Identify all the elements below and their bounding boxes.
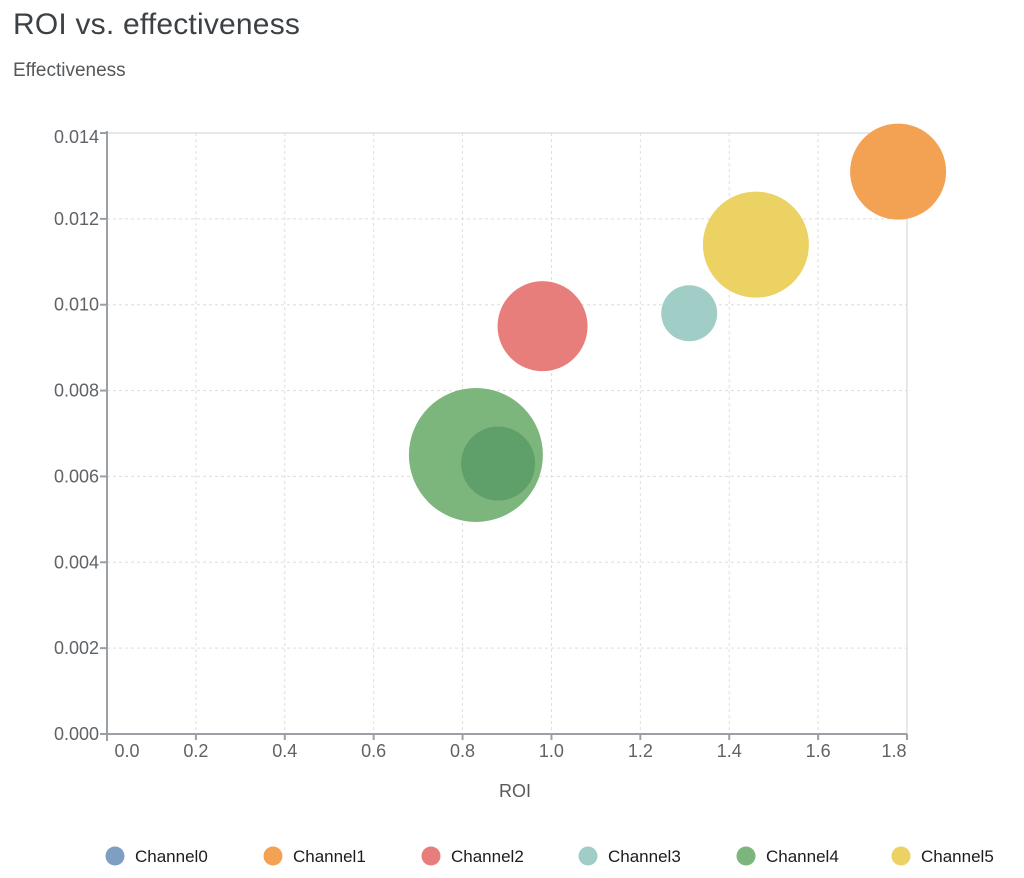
y-tick-label: 0.012 [54,209,99,229]
legend-label-channel3[interactable]: Channel3 [608,847,681,866]
x-tick-label: 0.6 [361,741,386,761]
x-tick-label: 0.0 [114,741,139,761]
legend-label-channel1[interactable]: Channel1 [293,847,366,866]
legend-label-channel5[interactable]: Channel5 [921,847,994,866]
y-tick-label: 0.008 [54,381,99,401]
y-axis-title: Effectiveness [13,60,126,81]
legend-swatch-channel5[interactable] [891,846,911,866]
x-tick-label: 1.6 [806,741,831,761]
legend-swatch-channel4[interactable] [736,846,756,866]
y-tick-label: 0.010 [54,295,99,315]
legend-swatch-channel3[interactable] [578,846,598,866]
bubble-overlap-channel0-channel4[interactable] [461,426,536,501]
x-tick-label: 1.2 [628,741,653,761]
legend-swatch-channel0[interactable] [105,846,125,866]
x-tick-label: 1.4 [717,741,742,761]
legend-label-channel4[interactable]: Channel4 [766,847,839,866]
chart-title: ROI vs. effectiveness [13,8,301,41]
legend-label-channel2[interactable]: Channel2 [451,847,524,866]
y-tick-label: 0.000 [54,724,99,744]
x-tick-label: 1.8 [881,741,906,761]
bubble-channel1[interactable] [850,123,947,220]
bubble-channel2[interactable] [497,281,588,372]
y-tick-label: 0.004 [54,552,99,572]
x-tick-label: 0.2 [183,741,208,761]
x-tick-label: 0.8 [450,741,475,761]
legend-swatch-channel1[interactable] [263,846,283,866]
bubble-channel3[interactable] [661,285,718,342]
x-tick-label: 0.4 [272,741,297,761]
y-tick-label: 0.014 [54,127,99,147]
bubble-channel5[interactable] [702,191,809,298]
y-tick-label: 0.002 [54,638,99,658]
legend-label-channel0[interactable]: Channel0 [135,847,208,866]
x-tick-label: 1.0 [539,741,564,761]
y-tick-label: 0.006 [54,466,99,486]
legend-swatch-channel2[interactable] [421,846,441,866]
x-axis-title: ROI [499,781,531,801]
